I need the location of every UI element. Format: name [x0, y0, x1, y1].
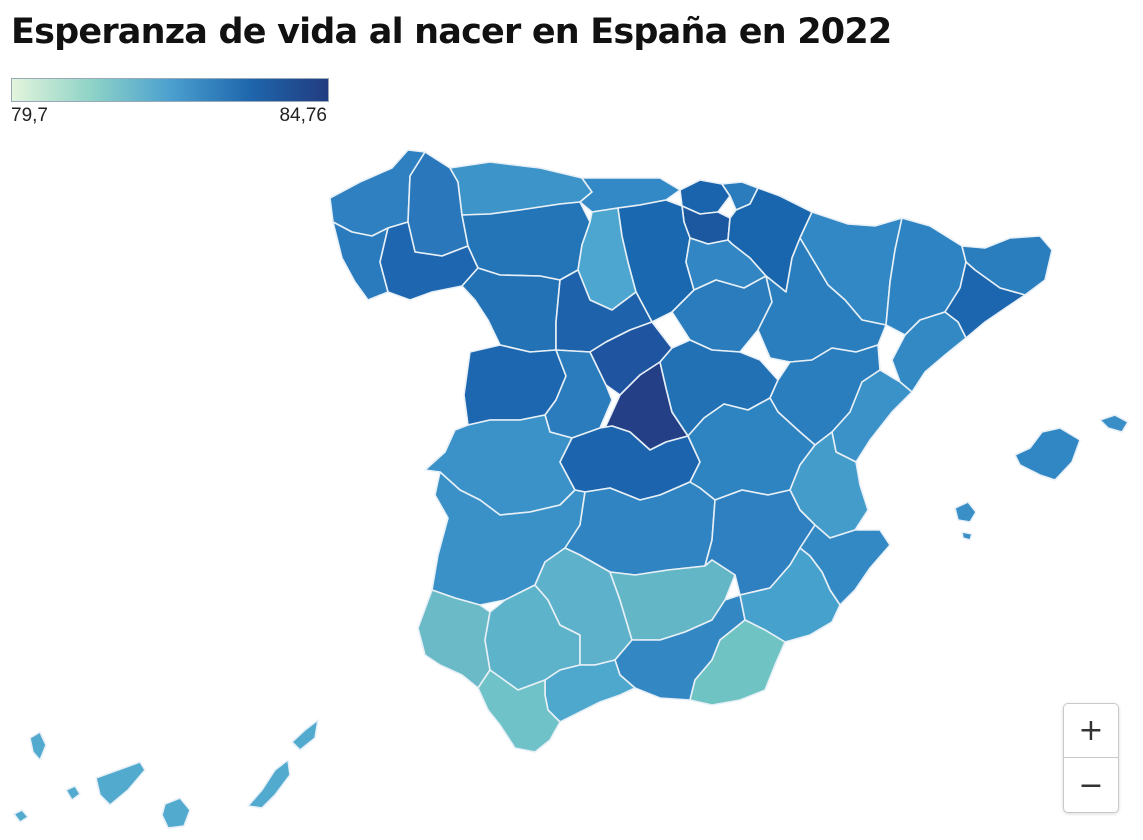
province-cadiz[interactable] — [477, 669, 561, 753]
island-menorca[interactable] — [1099, 414, 1129, 433]
island-ibiza[interactable] — [954, 501, 977, 523]
province-almeria[interactable] — [689, 619, 786, 706]
island-el-hierro[interactable] — [13, 809, 29, 823]
map-title: Esperanza de vida al nacer en España en … — [11, 12, 892, 52]
color-legend: 79,7 84,76 — [11, 78, 329, 128]
island-formentera[interactable] — [961, 531, 973, 541]
province-huelva[interactable] — [417, 589, 491, 689]
island-mallorca[interactable] — [1014, 427, 1081, 481]
island-gran-canaria[interactable] — [161, 797, 191, 829]
legend-color-ramp — [11, 78, 329, 102]
province-tarragona[interactable] — [891, 311, 967, 393]
zoom-control: + − — [1063, 703, 1119, 813]
legend-min-label: 79,7 — [11, 105, 48, 126]
zoom-out-button[interactable]: − — [1078, 767, 1104, 803]
island-la-palma[interactable] — [29, 731, 47, 761]
legend-max-label: 84,76 — [279, 105, 327, 126]
island-tenerife[interactable] — [95, 761, 146, 806]
island-fuerteventura[interactable] — [247, 759, 291, 809]
province-zamora[interactable] — [461, 267, 561, 353]
island-la-gomera[interactable] — [65, 785, 81, 801]
zoom-in-button[interactable]: + — [1064, 704, 1118, 758]
island-lanzarote[interactable] — [291, 719, 319, 751]
province-barcelona[interactable] — [944, 261, 1026, 339]
